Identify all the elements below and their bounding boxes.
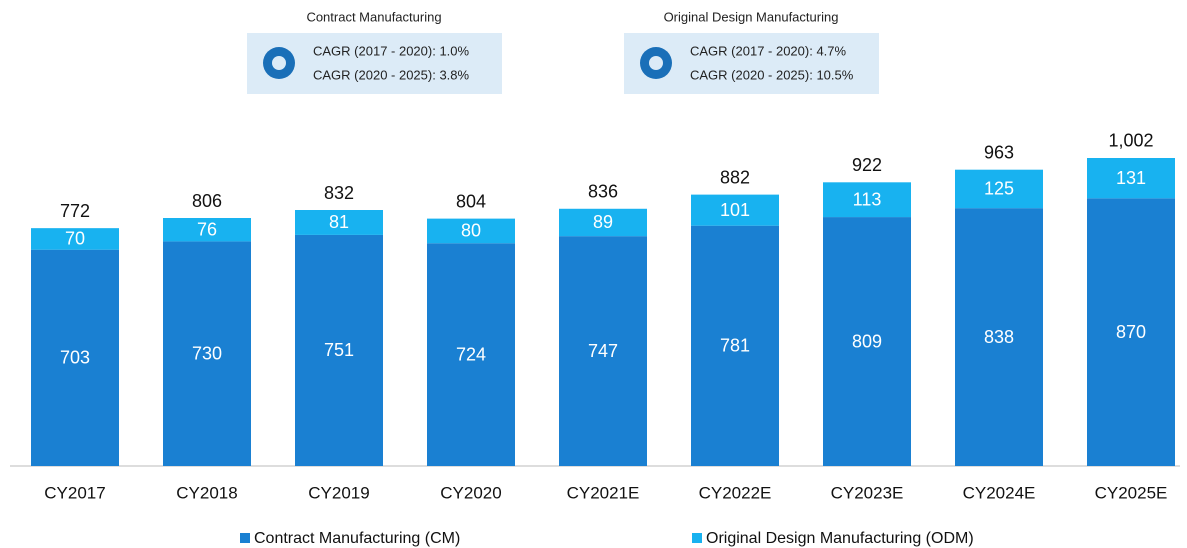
gear-hole xyxy=(272,56,286,70)
x-tick-label: CY2021E xyxy=(567,483,640,502)
annotation-text: CAGR (2017 - 2020): 1.0% xyxy=(313,43,470,58)
annotation-box xyxy=(624,33,879,94)
total-label: 882 xyxy=(720,167,750,187)
annotation-box xyxy=(247,33,502,94)
bar-segment xyxy=(1087,158,1175,199)
bar-segment xyxy=(691,225,779,466)
x-tick-label: CY2019 xyxy=(308,483,369,502)
value-label: 724 xyxy=(456,344,486,364)
bar-segment xyxy=(823,217,911,466)
value-label: 80 xyxy=(461,221,481,241)
value-label: 870 xyxy=(1116,322,1146,342)
value-label: 125 xyxy=(984,179,1014,199)
total-label: 832 xyxy=(324,183,354,203)
value-label: 703 xyxy=(60,348,90,368)
annotation-text: CAGR (2020 - 2025): 3.8% xyxy=(313,67,470,82)
bar-segment xyxy=(295,210,383,235)
bar-segment xyxy=(559,236,647,466)
bar-segment xyxy=(955,208,1043,466)
bar-segment xyxy=(295,234,383,466)
annotation-text: CAGR (2020 - 2025): 10.5% xyxy=(690,67,854,82)
value-label: 89 xyxy=(593,212,613,232)
bar-segment xyxy=(559,208,647,237)
total-label: 772 xyxy=(60,201,90,221)
annotation-title: Original Design Manufacturing xyxy=(664,9,839,24)
total-label: 804 xyxy=(456,191,486,211)
value-label: 131 xyxy=(1116,168,1146,188)
total-label: 922 xyxy=(852,155,882,175)
total-label: 963 xyxy=(984,142,1014,162)
bar-segment xyxy=(31,228,119,250)
value-label: 70 xyxy=(65,229,85,249)
bar-segment xyxy=(427,218,515,244)
annotation-text: CAGR (2017 - 2020): 4.7% xyxy=(690,43,847,58)
value-label: 81 xyxy=(329,212,349,232)
legend-swatch xyxy=(692,533,702,543)
bar-segment xyxy=(691,194,779,226)
value-label: 76 xyxy=(197,219,217,239)
value-label: 809 xyxy=(852,331,882,351)
value-label: 747 xyxy=(588,341,618,361)
bar-segment xyxy=(163,241,251,466)
x-tick-label: CY2023E xyxy=(831,483,904,502)
value-label: 730 xyxy=(192,343,222,363)
legend-label: Contract Manufacturing (CM) xyxy=(254,530,460,547)
gear-hole xyxy=(649,56,663,70)
value-label: 781 xyxy=(720,336,750,356)
x-tick-label: CY2018 xyxy=(176,483,237,502)
x-tick-label: CY2020 xyxy=(440,483,501,502)
legend-label: Original Design Manufacturing (ODM) xyxy=(706,530,974,547)
bar-segment xyxy=(823,182,911,218)
x-tick-label: CY2017 xyxy=(44,483,105,502)
bar-segment xyxy=(955,169,1043,209)
bar-segment xyxy=(1087,198,1175,467)
legend-swatch xyxy=(240,533,250,543)
annotation-title: Contract Manufacturing xyxy=(306,9,441,24)
x-tick-label: CY2024E xyxy=(963,483,1036,502)
total-label: 806 xyxy=(192,191,222,211)
value-label: 101 xyxy=(720,200,750,220)
value-label: 751 xyxy=(324,340,354,360)
total-label: 836 xyxy=(588,182,618,202)
bar-segment xyxy=(31,249,119,466)
bar-segment xyxy=(427,243,515,466)
x-tick-label: CY2022E xyxy=(699,483,772,502)
bar-segment xyxy=(163,218,251,242)
value-label: 838 xyxy=(984,327,1014,347)
value-label: 113 xyxy=(853,189,882,209)
x-tick-label: CY2025E xyxy=(1095,483,1168,502)
total-label: 1,002 xyxy=(1108,130,1153,150)
